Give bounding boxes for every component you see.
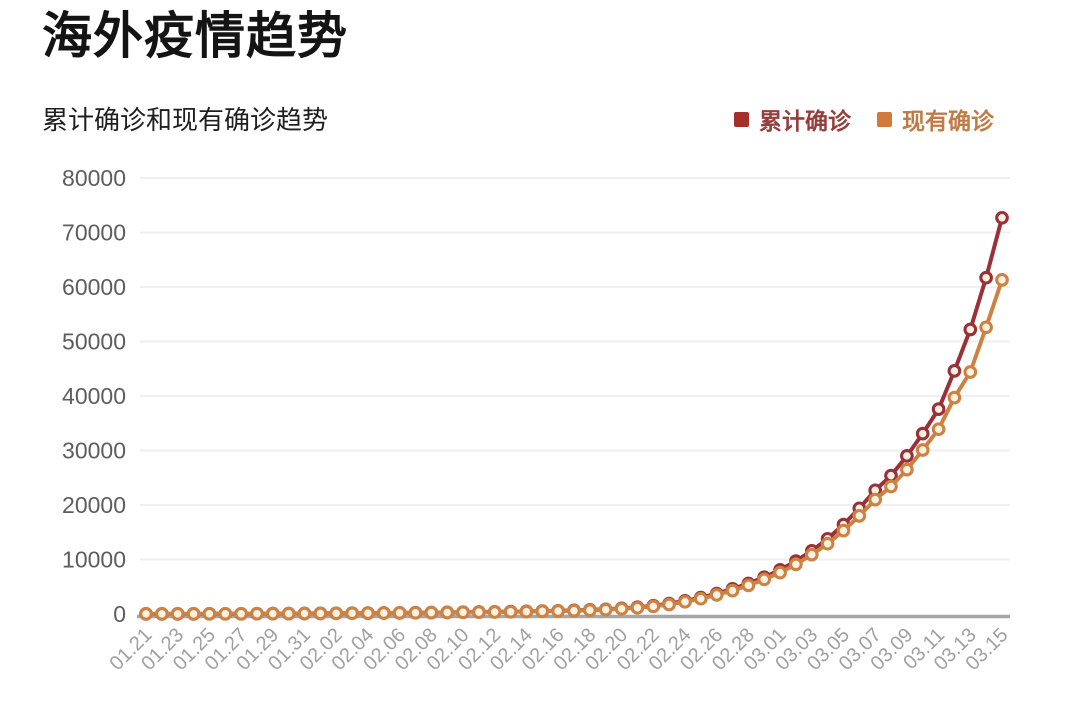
svg-text:60000: 60000 (62, 274, 126, 300)
x-axis-labels: 01.2101.2301.2501.2701.2901.3102.0202.04… (106, 624, 1013, 675)
svg-text:10000: 10000 (62, 547, 126, 573)
cumulative-swatch-icon (734, 111, 749, 127)
chart-subtitle: 累计确诊和现有确诊趋势 (42, 105, 329, 135)
svg-text:70000: 70000 (62, 220, 126, 246)
legend-label-existing: 现有确诊 (902, 108, 994, 134)
svg-text:0: 0 (113, 601, 126, 627)
page-title: 海外疫情趋势 (42, 8, 348, 64)
y-axis-labels: 0 10000 20000 30000 40000 50000 60000 70000 8000… (62, 165, 126, 627)
legend-item-cumulative: 累计确诊 (734, 102, 851, 136)
series-existing (139, 273, 1009, 621)
svg-text:80000: 80000 (62, 165, 126, 191)
series-cumulative (139, 210, 1009, 621)
svg-text:50000: 50000 (62, 329, 126, 355)
y-gridlines (140, 177, 1010, 561)
existing-swatch-icon (877, 111, 892, 127)
trend-chart: 0 10000 20000 30000 40000 50000 60000 70000 8000… (0, 140, 1080, 708)
svg-text:20000: 20000 (62, 492, 126, 518)
legend-label-cumulative: 累计确诊 (759, 108, 851, 134)
trend-chart-svg: 0 10000 20000 30000 40000 50000 60000 70000 8000… (62, 165, 1013, 675)
legend: 累计确诊 现有确诊 (734, 102, 994, 136)
legend-item-existing: 现有确诊 (877, 102, 994, 136)
svg-text:30000: 30000 (62, 438, 126, 464)
svg-text:40000: 40000 (62, 383, 126, 409)
